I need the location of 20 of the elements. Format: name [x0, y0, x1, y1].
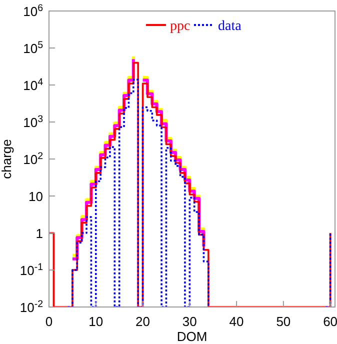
y-tick-label: 10: [28, 189, 43, 204]
legend-label: ppc: [170, 19, 190, 34]
y-tick-label: 1: [36, 226, 43, 241]
x-tick-label: 60: [323, 314, 337, 329]
x-tick-label: 30: [182, 314, 197, 329]
legend-label: data: [218, 19, 242, 34]
y-tick-label: 10$^{4}$: [23, 76, 44, 93]
y-tick-label: 10$^{2}$: [23, 150, 43, 167]
y-tick-label: 10$^{5}$: [23, 40, 44, 56]
x-tick-label: 0: [45, 314, 53, 329]
y-tick-label: 10$^{6}$: [23, 2, 43, 19]
y-tick-label: 10$^{-1}$: [20, 262, 43, 278]
y-axis-title: charge: [0, 139, 14, 179]
x-tick-label: 50: [276, 314, 291, 329]
x-tick-label: 40: [229, 314, 244, 329]
x-tick-label: 20: [136, 314, 150, 329]
x-axis-title: DOM: [176, 329, 208, 344]
x-tick-label: 10: [88, 314, 104, 329]
y-tick-label: 10$^{3}$: [23, 114, 43, 130]
y-tick-label: 10$^{-2}$: [20, 298, 43, 315]
